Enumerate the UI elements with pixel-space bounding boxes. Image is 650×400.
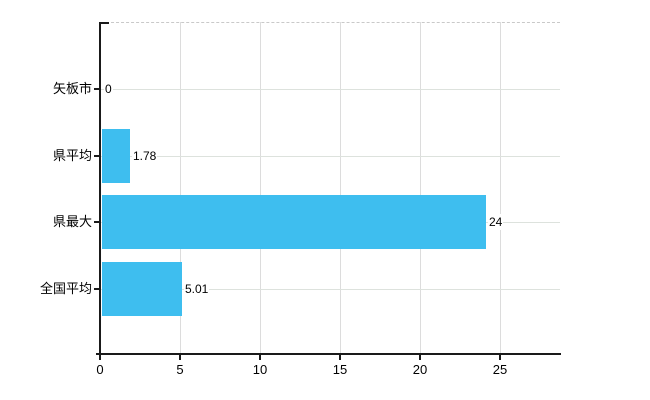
y-axis-top-cap (99, 22, 109, 24)
y-axis-tick (94, 155, 100, 157)
row-gridline (101, 156, 560, 157)
x-axis-tick (419, 355, 421, 360)
x-axis-line (96, 353, 561, 355)
x-axis-tick-label: 0 (96, 362, 104, 377)
row-gridline (101, 289, 560, 290)
vertical-gridline (180, 22, 181, 353)
y-axis-tick (94, 288, 100, 290)
category-label: 県最大 (52, 214, 92, 229)
bar-value-label: 1.78 (132, 148, 158, 164)
category-label: 全国平均 (39, 281, 92, 296)
bar-value-label: 24 (488, 214, 504, 230)
x-axis-tick (259, 355, 261, 360)
plot-top-border (101, 22, 560, 23)
x-axis-tick (99, 355, 101, 360)
vertical-gridline (340, 22, 341, 353)
x-axis-tick-label: 25 (492, 362, 508, 377)
x-axis-tick-label: 10 (252, 362, 268, 377)
x-axis-tick (499, 355, 501, 360)
bar-value-label: 0 (104, 81, 113, 97)
x-axis-tick-label: 5 (176, 362, 184, 377)
y-axis-tick (94, 221, 100, 223)
vertical-gridline (500, 22, 501, 353)
bar-県最大 (102, 195, 486, 249)
x-axis-tick (179, 355, 181, 360)
y-axis-tick (94, 88, 100, 90)
bar-県平均 (102, 129, 130, 183)
category-label: 矢板市 (52, 81, 92, 96)
y-axis-line (99, 22, 101, 355)
bar-全国平均 (102, 262, 182, 316)
vertical-gridline (260, 22, 261, 353)
bar-value-label: 5.01 (184, 281, 210, 297)
x-axis-tick-label: 20 (412, 362, 428, 377)
x-axis-tick-label: 15 (332, 362, 348, 377)
row-gridline (101, 89, 560, 90)
x-axis-tick (339, 355, 341, 360)
vertical-gridline (420, 22, 421, 353)
category-label: 県平均 (52, 148, 92, 163)
